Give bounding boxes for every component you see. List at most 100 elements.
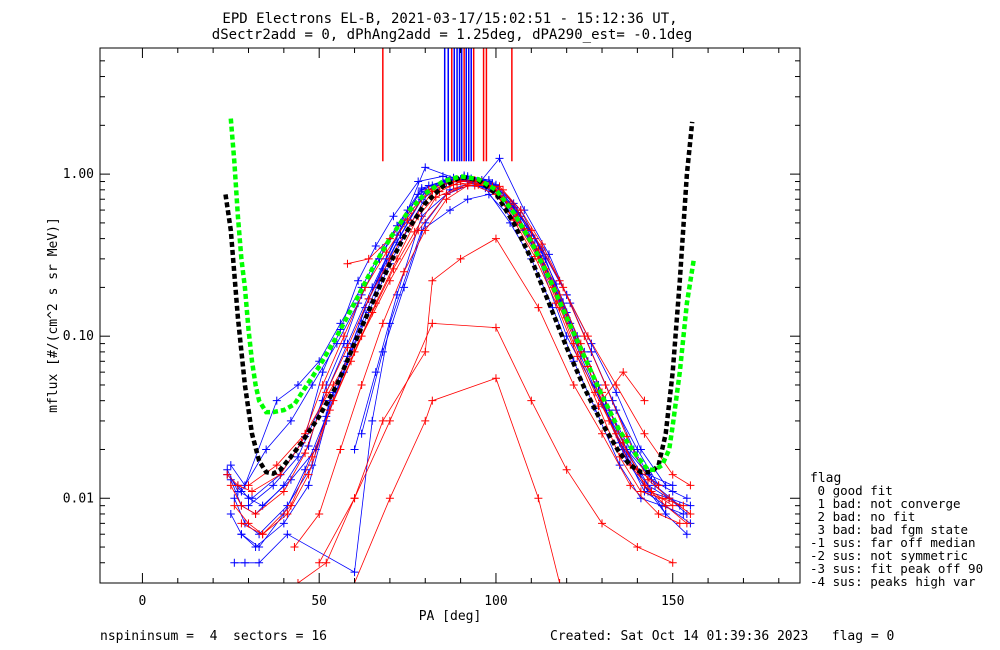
series-line [248,179,691,486]
data-point [339,332,348,341]
data-point [668,501,677,510]
fit-curve-1 [228,118,697,472]
data-point [226,481,235,490]
data-point [283,509,292,518]
data-point [495,154,504,163]
y-tick-label: 1.00 [63,167,94,182]
data-point [636,445,645,454]
data-point [371,368,380,377]
data-point [255,543,264,552]
data-point [226,509,235,518]
data-point [378,347,387,356]
data-point [421,218,430,227]
y-axis-label: mflux [#/(cm^2 s sr MeV)] [46,217,61,413]
data-point [686,509,695,518]
data-point [463,181,472,190]
data-point [286,501,295,510]
data-point [350,494,359,503]
data-point [343,259,352,268]
series-8 [223,174,677,496]
data-point [293,380,302,389]
data-point [633,543,642,552]
data-point [555,276,564,285]
data-point [237,501,246,510]
data-point [428,319,437,328]
footer-left: nspininsum = 4 sectors = 16 [100,629,327,644]
series-line [354,377,560,583]
data-point [495,182,504,191]
plot-frame [99,47,801,584]
x-tick-label: 150 [661,594,684,609]
data-point [240,558,249,567]
legend-item: 3 bad: bad fgm state [810,522,968,537]
data-point [308,452,317,461]
series-line [318,322,673,564]
data-point [661,509,670,518]
series-17 [315,319,677,567]
series-line [233,176,691,535]
series-21 [343,177,649,405]
series-line [248,175,667,507]
data-point [555,579,564,583]
data-point [371,242,380,251]
data-point [428,276,437,285]
data-point [286,416,295,425]
legend-item: 0 good fit [810,483,893,498]
data-series [223,154,695,583]
data-point [258,530,267,539]
data-point [251,509,260,518]
data-point [279,487,288,496]
data-point [244,501,253,510]
data-point [354,276,363,285]
series-line [226,178,673,493]
series-line [361,181,642,475]
legend-item: -3 sus: fit peak off 90 [810,561,983,576]
data-point [491,374,500,383]
data-point [272,461,281,470]
data-point [470,181,479,190]
data-point [414,226,423,235]
data-point [499,185,508,194]
data-point [237,519,246,528]
x-tick-label: 100 [484,594,507,609]
data-point [421,416,430,425]
data-point [382,248,391,257]
data-point [262,445,271,454]
data-point [293,579,302,583]
data-point [283,530,292,539]
data-point [343,343,352,352]
series-5 [230,190,670,577]
data-point [233,481,242,490]
data-point [647,487,656,496]
fit-curve-0 [223,121,695,476]
series-2 [223,172,688,518]
data-point [237,487,246,496]
data-point [318,380,327,389]
data-point [378,319,387,328]
data-point [290,543,299,552]
footer-right: Created: Sat Oct 14 01:39:36 2023 flag =… [550,629,894,644]
data-point [286,475,295,484]
data-point [364,294,373,303]
data-point [364,254,373,263]
data-point [304,470,313,479]
data-point [446,206,454,215]
data-point [640,396,649,405]
data-point [686,501,695,510]
data-point [682,530,691,539]
series-line [233,184,691,535]
chart-title-line2: dSectr2add = 0, dPhAng2add = 1.25deg, dP… [212,27,692,43]
data-point [587,339,596,348]
data-point [255,558,264,567]
data-point [315,509,324,518]
data-point [421,163,430,172]
data-point [414,190,423,199]
data-point [544,250,553,259]
series-18 [350,374,564,583]
data-point [237,530,246,539]
data-point [682,494,691,503]
data-point [615,461,624,470]
legend-title: flag [810,471,841,486]
data-point [304,481,313,490]
chart-title-line1: EPD Electrons EL-B, 2021-03-17/15:02:51 … [222,11,677,27]
